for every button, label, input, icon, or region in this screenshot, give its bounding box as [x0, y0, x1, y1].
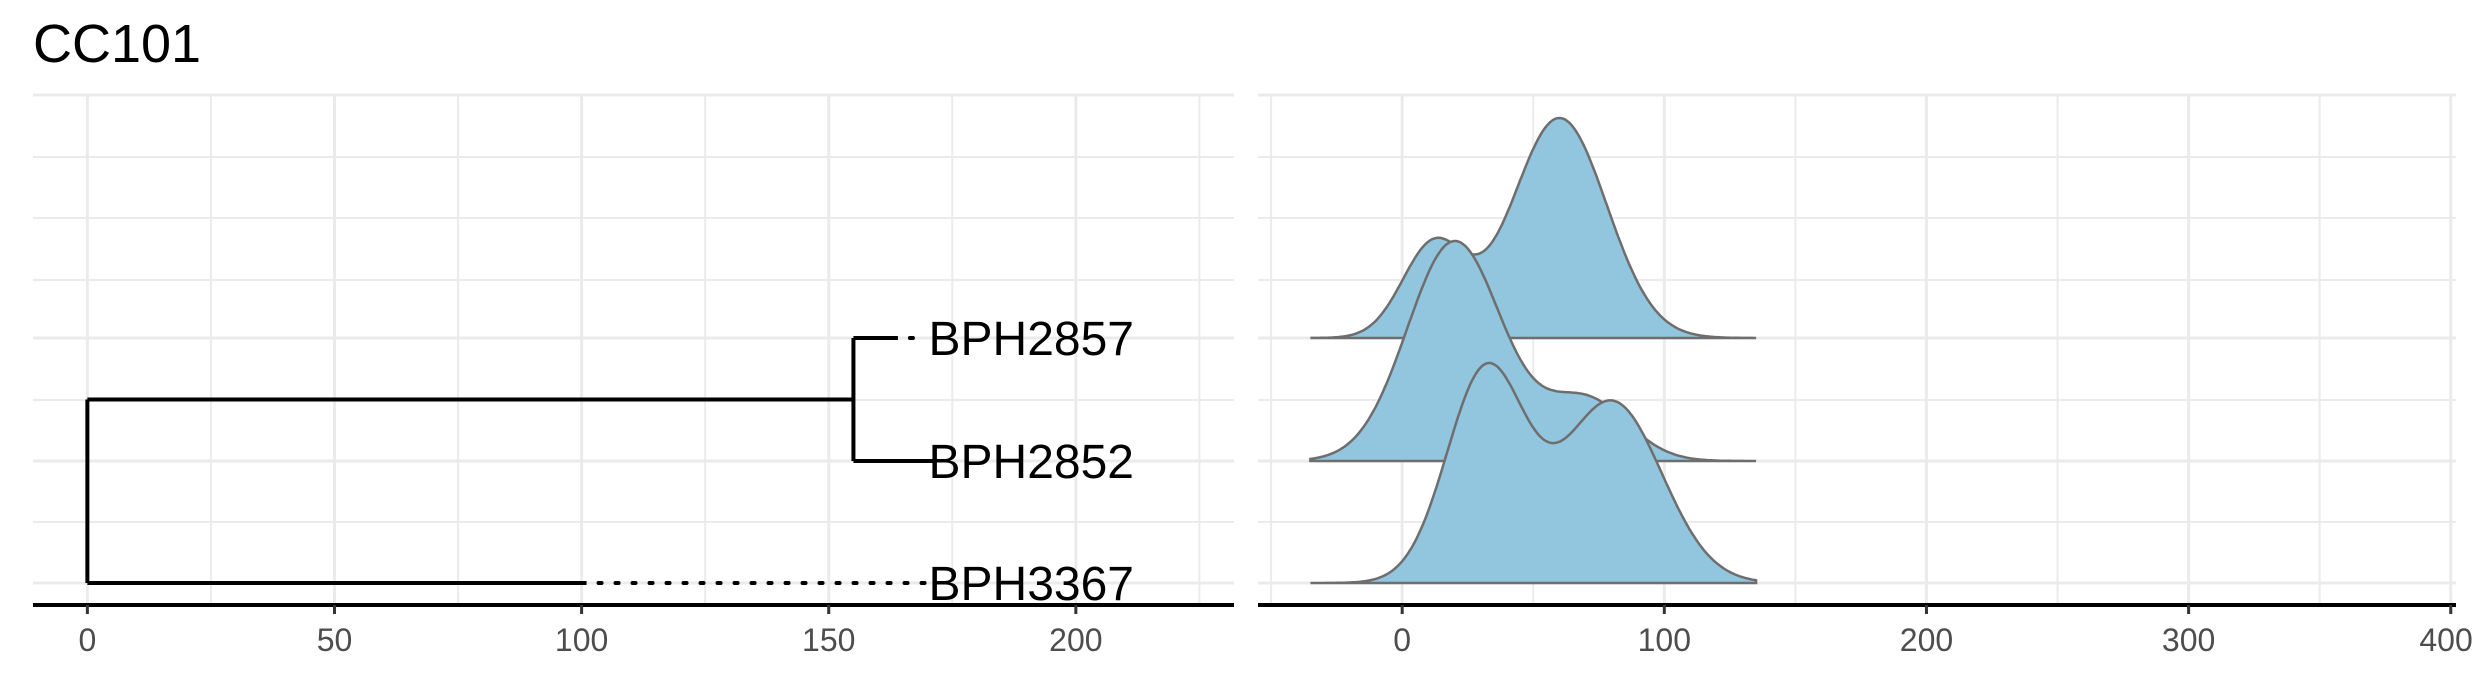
tree-grid: [33, 93, 1234, 605]
ridgeline-densities: [1309, 116, 1758, 585]
tree-x-tick-label: 150: [802, 622, 855, 658]
ridgeline-panel: 0 100 200 300 400: [1258, 93, 2473, 658]
tree-panel: BPH2857 BPH2852 BPH3367 0 50 100 150 200: [33, 93, 1234, 658]
ridgeline-x-axis: 0 100 200 300 400: [1258, 603, 2473, 658]
ridge-bph3367: [1310, 361, 1758, 585]
ridge-x-tick-label: 200: [1900, 622, 1953, 658]
tip-label-bph2857: BPH2857: [929, 313, 1134, 366]
tree-x-tick-label: 100: [555, 622, 608, 658]
tree-x-tick-label: 0: [78, 622, 96, 658]
ridge-bph2857: [1310, 116, 1757, 340]
chart-title: CC101: [33, 14, 201, 74]
tip-label-bph2852: BPH2852: [929, 436, 1134, 489]
tree-x-axis: 0 50 100 150 200: [33, 603, 1234, 658]
ridge-x-tick-label: 300: [2162, 622, 2215, 658]
ridge-x-tick-label: 400: [2419, 622, 2472, 658]
ridge-bph2852: [1309, 239, 1757, 463]
tree-x-tick-label: 200: [1049, 622, 1102, 658]
ridge-x-tick-label: 100: [1638, 622, 1691, 658]
ridge-x-tick-label: 0: [1393, 622, 1411, 658]
tip-label-bph3367: BPH3367: [929, 558, 1134, 611]
tree-tip-labels: BPH2857 BPH2852 BPH3367: [929, 313, 1134, 611]
tree-branches: [85, 336, 933, 585]
tree-x-tick-label: 50: [317, 622, 353, 658]
